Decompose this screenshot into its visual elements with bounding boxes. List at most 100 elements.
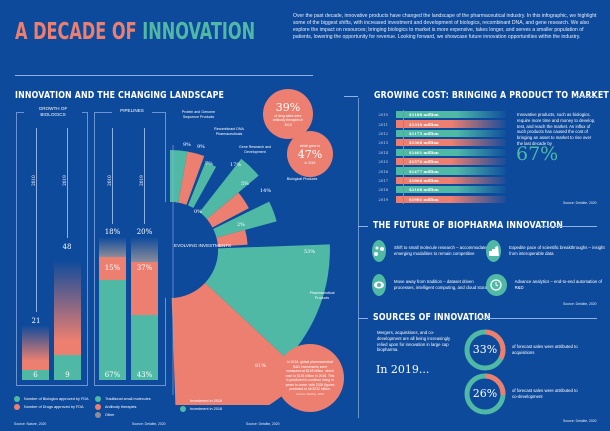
legend-swatch — [95, 396, 101, 402]
divider — [476, 318, 597, 319]
section-title-landscape: INNOVATION AND THE CHANGING LANDSCAPE — [15, 90, 225, 101]
legend-item: Number of Drugs approved by FDA — [14, 403, 89, 411]
legend-item: Investment in 2016 — [180, 397, 222, 405]
radial-center-label: EVOLVING INVESTMENTS — [174, 243, 232, 248]
donut-value-co-development: 26% — [472, 387, 498, 400]
donut-acquisitions — [464, 329, 506, 371]
molecule-icon — [372, 240, 386, 262]
antibody-2019-value: 37% — [136, 264, 153, 272]
cost-bar: $1981 million — [396, 195, 506, 203]
legend-item: Number of Biologics approved by FDA — [14, 395, 89, 403]
cost-year: 2013 — [378, 140, 388, 146]
divider — [577, 96, 597, 97]
investments-legend: Investment in 2016 Investment in 2018 — [180, 397, 222, 413]
cost-row: 2010 $1188 million — [360, 110, 506, 119]
divider — [540, 226, 597, 227]
future-item: Move away from tradition – dataset drive… — [372, 274, 492, 296]
cost-bar: $1175 million — [396, 129, 506, 138]
divider — [344, 96, 358, 97]
investment-2018-segment — [170, 150, 188, 203]
year-heading: In 2019... — [376, 363, 430, 376]
cost-row: 2016 $1477 million — [360, 166, 506, 175]
investments-radial-chart — [165, 145, 330, 405]
label-protein: Protein and Genome Sequence Products — [181, 110, 216, 119]
legend-swatch — [180, 398, 186, 404]
other-2010-value: 18% — [104, 228, 121, 236]
drugs-2010-value: 21 — [31, 317, 41, 325]
legend-item: Traditional small molecules — [95, 395, 151, 403]
cost-row: 2014 $1401 million — [360, 148, 506, 157]
year-label: 2010 — [106, 175, 112, 186]
source-note: Source: Nature, 2020 — [14, 422, 47, 426]
legend-item: Investment in 2018 — [180, 405, 222, 413]
pipelines-legend: Traditional small molecules Antibody the… — [95, 395, 151, 419]
cost-year: 2018 — [378, 187, 388, 193]
cost-row: 2017 $1806 million — [360, 176, 506, 185]
cost-year: 2016 — [378, 168, 388, 174]
column-divider — [358, 98, 359, 418]
section-title-sources: SOURCES OF INNOVATION — [373, 312, 491, 323]
investment-2016-segment — [216, 229, 248, 247]
antibody-2010-value: 15% — [104, 264, 121, 272]
growth-label: GROWTH OF BIOLOGICS — [24, 106, 82, 117]
label-gene: Gene Research and Development — [238, 145, 272, 154]
investment-2018-segment — [213, 201, 277, 238]
clock-icon — [486, 274, 507, 296]
cost-year: 2015 — [378, 159, 388, 165]
cost-year: 2012 — [378, 130, 388, 136]
future-item: Advance analytics – end-to-end automatio… — [486, 274, 606, 296]
donut-text-acquisitions: of forecast sales were attributed to acq… — [512, 344, 578, 355]
value-label: 5% — [241, 181, 249, 187]
antibody-share-bubble-2010: 39% of drug sales were antibody therapie… — [263, 89, 313, 139]
source-note: Source: Deloitte, 2020 — [563, 201, 597, 205]
source-note: Source: Deloitte, 2020 — [563, 302, 597, 306]
section-title-cost: GROWING COST: BRINGING A PRODUCT TO MARK… — [374, 90, 609, 101]
year-label: 2010 — [30, 175, 36, 186]
legend-swatch — [14, 404, 20, 410]
cost-row: 2011 $1310 million — [360, 119, 506, 128]
bar-biologics-2019 — [54, 355, 81, 380]
label-biological: Biological Products — [286, 177, 318, 181]
cost-year: 2014 — [378, 149, 388, 155]
other-2019-value: 20% — [136, 228, 153, 236]
legend-item: Antibody therapies — [95, 403, 151, 411]
investment-2016-segment — [206, 192, 249, 228]
donut-value-acquisitions: 33% — [472, 343, 498, 356]
bar-drugs-2010 — [22, 325, 49, 370]
value-label: 7% — [205, 161, 213, 167]
value-label: 9% — [197, 144, 205, 150]
bar-drugs-2019 — [54, 260, 81, 355]
divider — [358, 318, 368, 319]
donut-value-arc — [464, 373, 506, 415]
source-note: Source: Deloitte, 2020 — [563, 419, 597, 423]
axis-line — [36, 128, 37, 312]
value-label: 53% — [304, 249, 316, 255]
cost-bar: $1806 million — [396, 176, 506, 185]
investment-2016-segment — [178, 151, 205, 205]
donut-co-development — [464, 373, 506, 415]
cost-description: Innovative products, such as biologics, … — [517, 112, 596, 146]
biologics-2010-value: 6 — [33, 371, 38, 379]
sources-description: Mergers, acquisitions, and co-developmen… — [377, 330, 451, 353]
legend-swatch — [95, 412, 101, 418]
bar-antibody-2010 — [99, 257, 126, 280]
cost-bar: $1477 million — [396, 167, 506, 175]
axis-line — [144, 128, 145, 224]
value-label: 2% — [237, 222, 245, 228]
value-label: 0% — [194, 209, 202, 215]
bar-antibody-2019 — [131, 262, 158, 315]
cost-row: 2019 $1981 million — [360, 195, 506, 204]
cost-bar: $2168 million — [396, 186, 506, 194]
investment-2018-segment — [187, 161, 217, 209]
legend-item: Other — [95, 411, 151, 419]
small-molecule-2010-value: 67% — [104, 371, 121, 379]
divider — [358, 226, 368, 227]
growth-chart-icon — [486, 240, 502, 262]
section-title-future: THE FUTURE OF BIOPHARMA INNOVATION — [373, 220, 564, 231]
axis-line — [112, 128, 113, 224]
bar-biologics-2010 — [22, 370, 49, 380]
donut-text-co-development: of forecast sales were attributed to co-… — [512, 388, 578, 399]
value-label: 14% — [260, 188, 272, 194]
future-item: Shift to small molecule research – accom… — [372, 240, 492, 262]
cost-year: 2017 — [378, 177, 388, 183]
